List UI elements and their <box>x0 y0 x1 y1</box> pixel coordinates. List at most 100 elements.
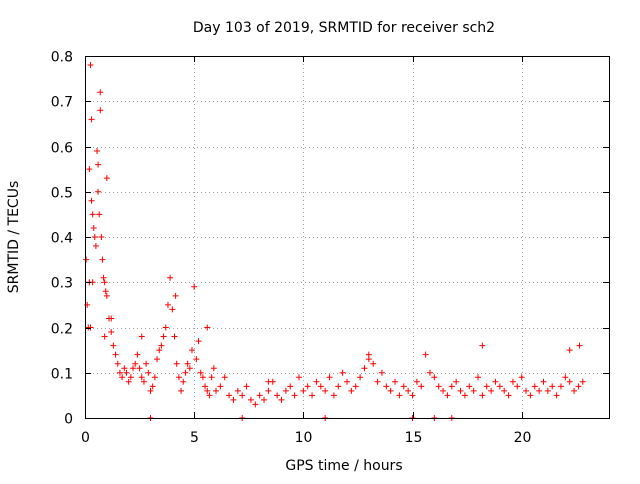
y-tick-label: 0.6 <box>51 141 73 157</box>
data-point <box>497 383 503 389</box>
data-point <box>545 388 551 394</box>
y-tick-label: 0.3 <box>51 276 73 292</box>
data-point <box>104 293 110 299</box>
data-point <box>418 383 424 389</box>
data-point <box>115 361 121 367</box>
data-point <box>90 211 96 217</box>
data-point <box>143 361 149 367</box>
data-point <box>165 302 171 308</box>
data-point <box>292 392 298 398</box>
x-tick-label: 5 <box>190 430 199 446</box>
data-point <box>458 388 464 394</box>
y-tick-label: 0.1 <box>51 367 73 383</box>
data-point <box>327 374 333 380</box>
data-point <box>178 388 184 394</box>
data-point <box>479 392 485 398</box>
data-point <box>567 347 573 353</box>
data-point <box>222 374 228 380</box>
data-point <box>167 275 173 281</box>
data-point <box>484 383 490 389</box>
data-point <box>410 392 416 398</box>
data-point <box>196 338 202 344</box>
scatter-chart: Day 103 of 2019, SRMTID for receiver sch… <box>0 0 640 480</box>
data-point <box>466 383 472 389</box>
data-point <box>554 392 560 398</box>
y-tick-label: 0.5 <box>51 186 73 202</box>
data-point <box>309 392 315 398</box>
data-point <box>87 62 93 68</box>
data-point <box>440 388 446 394</box>
data-point <box>375 379 381 385</box>
data-point <box>154 356 160 362</box>
data-point <box>492 379 498 385</box>
data-point <box>169 306 175 312</box>
data-points <box>83 62 586 421</box>
data-point <box>357 374 363 380</box>
data-point <box>541 379 547 385</box>
data-point <box>353 383 359 389</box>
data-point <box>94 148 100 154</box>
data-point <box>523 388 529 394</box>
data-point <box>134 352 140 358</box>
data-point <box>322 388 328 394</box>
data-point <box>414 379 420 385</box>
data-point <box>348 388 354 394</box>
data-point <box>571 388 577 394</box>
data-point <box>235 388 241 394</box>
data-point <box>176 374 182 380</box>
data-point <box>519 374 525 380</box>
data-point <box>577 343 583 349</box>
data-point <box>113 352 119 358</box>
data-point <box>567 379 573 385</box>
data-point <box>180 379 186 385</box>
x-tick-label: 15 <box>405 430 423 446</box>
data-point <box>366 352 372 358</box>
data-point <box>103 288 109 294</box>
data-point <box>549 383 555 389</box>
data-point <box>152 374 158 380</box>
data-point <box>575 383 581 389</box>
data-point <box>462 392 468 398</box>
data-point <box>239 392 245 398</box>
data-point <box>506 392 512 398</box>
data-point <box>182 370 188 376</box>
data-point <box>265 379 271 385</box>
data-point <box>488 388 494 394</box>
data-point <box>257 392 263 398</box>
data-point <box>86 166 92 172</box>
data-point <box>449 383 455 389</box>
data-point <box>93 243 99 249</box>
data-point <box>261 397 267 403</box>
data-point <box>248 397 254 403</box>
data-point <box>139 334 145 340</box>
x-axis-label: GPS time / hours <box>285 458 402 474</box>
plot-frame <box>86 57 610 419</box>
data-point <box>95 162 101 168</box>
data-point <box>401 383 407 389</box>
data-point <box>108 329 114 335</box>
data-point <box>536 388 542 394</box>
data-point <box>209 374 215 380</box>
y-axis-label: SRMTID / TECUs <box>6 181 22 294</box>
data-point <box>102 279 108 285</box>
data-point <box>174 361 180 367</box>
data-point <box>383 383 389 389</box>
data-point <box>97 89 103 95</box>
data-point <box>313 379 319 385</box>
data-point <box>475 374 481 380</box>
data-point <box>444 392 450 398</box>
data-point <box>287 383 293 389</box>
data-point <box>226 392 232 398</box>
y-tick-label: 0.7 <box>51 95 73 111</box>
data-point <box>405 388 411 394</box>
data-point <box>514 383 520 389</box>
data-point <box>98 234 104 240</box>
data-point <box>104 175 110 181</box>
data-point <box>244 383 250 389</box>
data-point <box>436 383 442 389</box>
data-point <box>370 361 376 367</box>
data-point <box>96 211 102 217</box>
chart-container: Day 103 of 2019, SRMTID for receiver sch… <box>0 0 640 480</box>
data-point <box>388 388 394 394</box>
data-point <box>91 225 97 231</box>
